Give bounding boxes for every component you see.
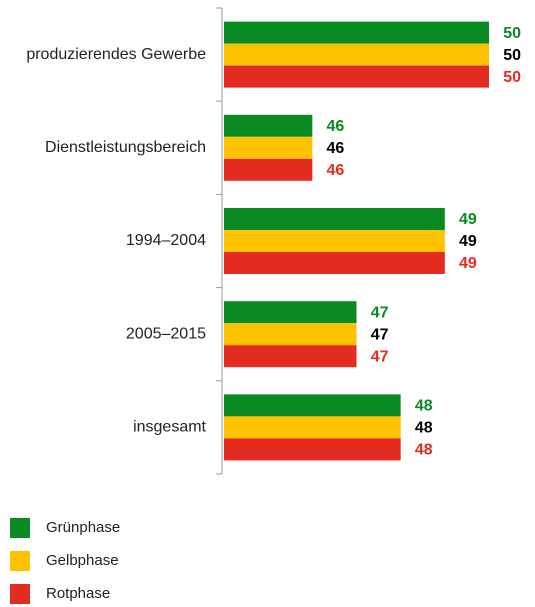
bar [224, 252, 445, 274]
bar [224, 158, 313, 181]
value-label: 47 [371, 304, 389, 321]
value-label: 49 [459, 255, 477, 272]
value-label: 47 [371, 326, 389, 343]
bar [224, 114, 313, 137]
value-label: 46 [327, 162, 345, 179]
bar [224, 323, 357, 346]
y-tick-label: 2005–2015 [126, 325, 206, 342]
legend-swatch [10, 584, 30, 604]
value-label: 50 [503, 47, 521, 64]
value-label: 48 [415, 398, 433, 415]
y-tick-label: insgesamt [133, 419, 206, 436]
legend-label: Rotphase [46, 585, 110, 602]
value-label: 46 [327, 118, 345, 135]
bar [224, 65, 489, 88]
bar [224, 208, 445, 230]
bar [224, 21, 489, 44]
value-label: 50 [503, 69, 521, 86]
bar [224, 136, 313, 159]
legend-label: Grünphase [46, 519, 120, 536]
legend-swatch [10, 518, 30, 538]
y-tick-label: 1994–2004 [126, 232, 206, 249]
y-tick-label: produzierendes Gewerbe [26, 46, 206, 63]
legend-label: Gelbphase [46, 552, 119, 569]
bar [224, 345, 357, 368]
value-label: 50 [503, 25, 521, 42]
value-label: 49 [459, 211, 477, 228]
bar [224, 43, 489, 66]
value-label: 48 [415, 420, 433, 437]
value-label: 48 [415, 442, 433, 459]
bar [224, 394, 401, 417]
value-label: 49 [459, 233, 477, 250]
legend-swatch [10, 551, 30, 571]
bar [224, 416, 401, 439]
value-label: 46 [327, 140, 345, 157]
bar [224, 230, 445, 252]
y-tick-label: Dienstleistungsbereich [45, 139, 206, 156]
bar [224, 301, 357, 324]
value-label: 47 [371, 348, 389, 365]
bar [224, 438, 401, 461]
